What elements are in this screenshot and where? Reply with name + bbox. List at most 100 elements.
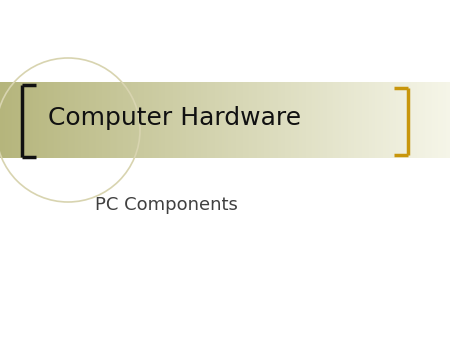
Bar [444,82,446,158]
Bar [219,82,220,158]
Bar [351,82,352,158]
Bar [432,82,433,158]
Bar [204,82,206,158]
Bar [360,82,361,158]
Bar [415,82,417,158]
Bar [27,82,28,158]
Bar [80,82,81,158]
Bar [37,82,39,158]
Bar [270,82,271,158]
Bar [238,82,240,158]
Bar [39,82,40,158]
Bar [381,82,382,158]
Bar [306,82,307,158]
Bar [406,82,408,158]
Bar [40,82,42,158]
Bar [26,82,27,158]
Bar [234,82,235,158]
Bar [177,82,179,158]
Bar [345,82,347,158]
Bar [231,82,233,158]
Bar [107,82,108,158]
Bar [342,82,343,158]
Bar [374,82,375,158]
Bar [378,82,379,158]
Bar [144,82,145,158]
Bar [21,82,22,158]
Bar [405,82,406,158]
Bar [372,82,374,158]
Bar [264,82,266,158]
Bar [87,82,89,158]
Bar [147,82,148,158]
Bar [267,82,269,158]
Bar [375,82,377,158]
Bar [216,82,217,158]
Bar [291,82,293,158]
Bar [22,82,24,158]
Bar [397,82,399,158]
Bar [438,82,440,158]
Bar [44,82,45,158]
Bar [152,82,153,158]
Bar [174,82,176,158]
Bar [252,82,253,158]
Bar [258,82,260,158]
Bar [117,82,118,158]
Bar [287,82,288,158]
Bar [104,82,105,158]
Bar [338,82,339,158]
Bar [364,82,366,158]
Bar [201,82,202,158]
Bar [410,82,411,158]
Bar [278,82,279,158]
Bar [305,82,306,158]
Bar [24,82,26,158]
Bar [108,82,109,158]
Bar [130,82,132,158]
Bar [225,82,226,158]
Bar [112,82,114,158]
Bar [361,82,363,158]
Bar [35,82,36,158]
Bar [309,82,310,158]
Text: Computer Hardware: Computer Hardware [48,106,301,130]
Bar [325,82,327,158]
Bar [341,82,342,158]
Bar [370,82,372,158]
Bar [431,82,432,158]
Bar [14,82,15,158]
Bar [332,82,333,158]
Bar [271,82,273,158]
Bar [297,82,298,158]
Bar [64,82,66,158]
Bar [90,82,91,158]
Bar [68,82,69,158]
Bar [166,82,168,158]
Bar [33,82,35,158]
Bar [422,82,423,158]
Bar [379,82,381,158]
Text: PC Components: PC Components [95,196,238,214]
Bar [314,82,315,158]
Bar [392,82,393,158]
Bar [386,82,387,158]
Bar [181,82,183,158]
Bar [199,82,201,158]
Bar [135,82,136,158]
Bar [94,82,96,158]
Bar [114,82,116,158]
Bar [154,82,156,158]
Bar [330,82,332,158]
Bar [312,82,314,158]
Bar [198,82,199,158]
Bar [123,82,125,158]
Bar [328,82,330,158]
Bar [441,82,442,158]
Bar [51,82,53,158]
Bar [356,82,357,158]
Bar [206,82,207,158]
Bar [141,82,143,158]
Bar [3,82,4,158]
Bar [172,82,174,158]
